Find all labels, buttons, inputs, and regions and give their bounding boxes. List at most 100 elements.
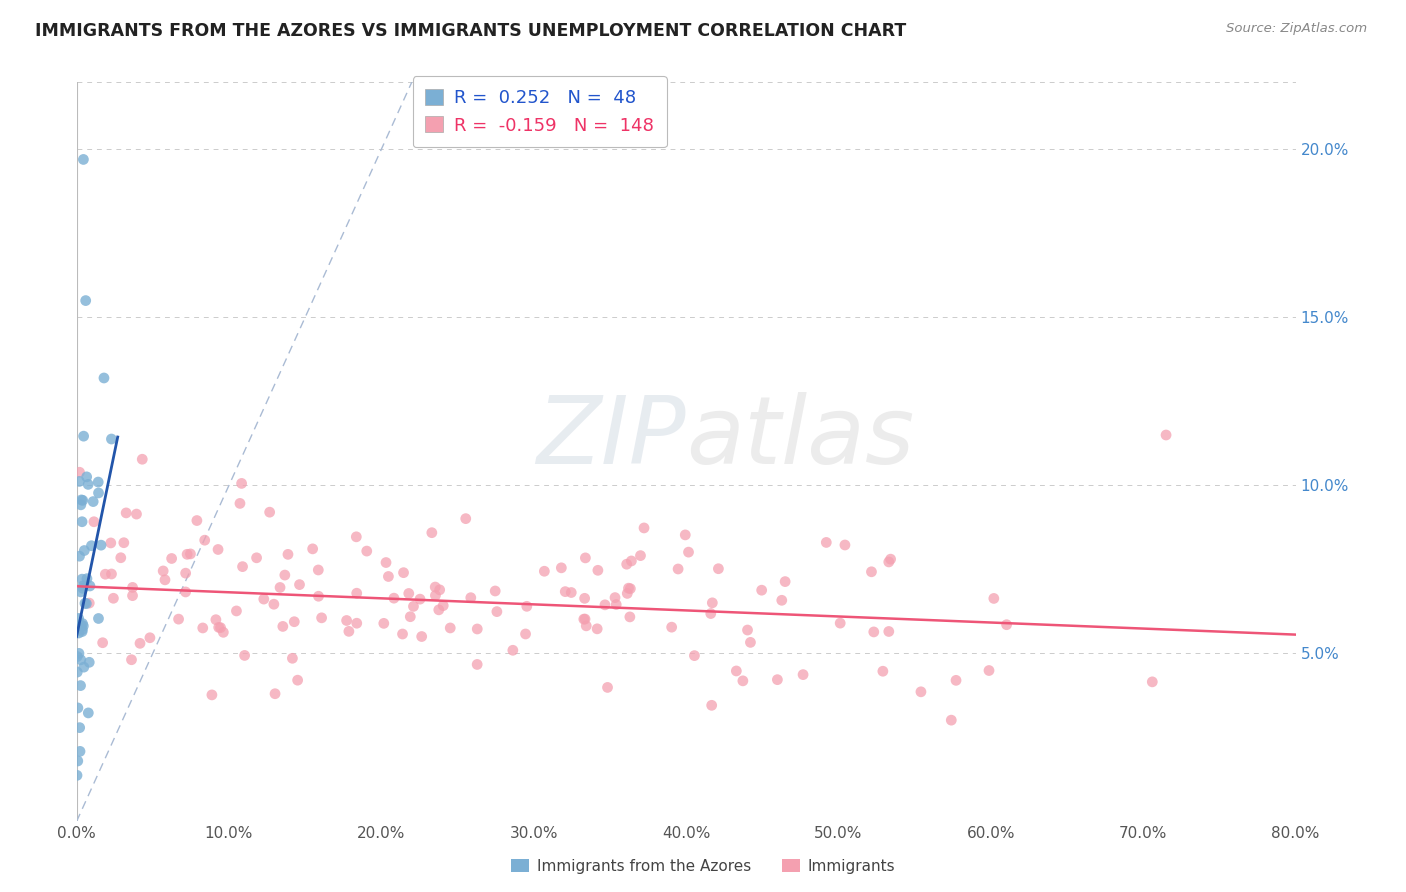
Point bbox=[73, 660, 96, 674]
Point bbox=[617, 581, 640, 595]
Point bbox=[75, 597, 97, 611]
Point bbox=[77, 706, 100, 720]
Point bbox=[72, 619, 94, 633]
Point bbox=[484, 584, 506, 599]
Point bbox=[574, 612, 596, 626]
Point bbox=[70, 572, 93, 586]
Point bbox=[346, 616, 368, 631]
Point bbox=[485, 605, 508, 619]
Point bbox=[409, 592, 432, 607]
Point bbox=[983, 591, 1005, 606]
Point bbox=[283, 615, 305, 629]
Point bbox=[737, 623, 759, 637]
Point bbox=[72, 429, 94, 443]
Point bbox=[420, 525, 443, 540]
Point bbox=[392, 566, 415, 580]
Point bbox=[550, 561, 572, 575]
Point bbox=[465, 657, 488, 672]
Point bbox=[375, 556, 398, 570]
Point bbox=[281, 651, 304, 665]
Point bbox=[121, 653, 143, 667]
Point bbox=[619, 582, 641, 596]
Point bbox=[66, 701, 89, 715]
Point bbox=[70, 624, 93, 639]
Point bbox=[93, 371, 115, 385]
Point bbox=[872, 665, 894, 679]
Point bbox=[176, 547, 198, 561]
Point bbox=[201, 688, 224, 702]
Point bbox=[995, 617, 1018, 632]
Point bbox=[100, 432, 122, 446]
Point bbox=[288, 577, 311, 591]
Point bbox=[725, 664, 748, 678]
Point bbox=[75, 293, 97, 308]
Point bbox=[115, 506, 138, 520]
Point bbox=[399, 609, 422, 624]
Point bbox=[834, 538, 856, 552]
Point bbox=[586, 622, 609, 636]
Point bbox=[382, 591, 405, 606]
Point bbox=[700, 698, 723, 713]
Point bbox=[586, 563, 609, 577]
Point bbox=[76, 470, 98, 484]
Point bbox=[121, 589, 143, 603]
Point bbox=[77, 655, 100, 669]
Point bbox=[465, 622, 488, 636]
Point bbox=[773, 574, 796, 589]
Point bbox=[66, 754, 89, 768]
Point bbox=[425, 589, 447, 603]
Point bbox=[160, 551, 183, 566]
Point bbox=[72, 623, 94, 637]
Point bbox=[377, 569, 399, 583]
Point bbox=[460, 591, 482, 605]
Point bbox=[69, 465, 91, 479]
Point bbox=[707, 562, 730, 576]
Point bbox=[153, 573, 176, 587]
Point bbox=[877, 624, 900, 639]
Point bbox=[110, 550, 132, 565]
Point bbox=[94, 567, 117, 582]
Point bbox=[73, 543, 96, 558]
Point bbox=[633, 521, 655, 535]
Point bbox=[673, 528, 696, 542]
Text: ZIP: ZIP bbox=[537, 392, 686, 483]
Point bbox=[307, 563, 329, 577]
Point bbox=[411, 630, 433, 644]
Point bbox=[233, 648, 256, 663]
Point bbox=[287, 673, 309, 688]
Point bbox=[76, 572, 98, 586]
Point bbox=[862, 624, 884, 639]
Point bbox=[232, 559, 254, 574]
Point bbox=[815, 535, 838, 549]
Legend: R =  0.252   N =  48, R =  -0.159   N =  148: R = 0.252 N = 48, R = -0.159 N = 148 bbox=[413, 77, 666, 147]
Point bbox=[91, 636, 114, 650]
Point bbox=[619, 610, 641, 624]
Point bbox=[67, 646, 90, 660]
Point bbox=[616, 558, 638, 572]
Point bbox=[515, 627, 537, 641]
Point bbox=[575, 619, 598, 633]
Point bbox=[264, 687, 287, 701]
Point bbox=[69, 585, 91, 599]
Point bbox=[678, 545, 700, 559]
Point bbox=[207, 542, 229, 557]
Point bbox=[1154, 428, 1177, 442]
Point bbox=[69, 721, 91, 735]
Text: atlas: atlas bbox=[686, 392, 914, 483]
Text: IMMIGRANTS FROM THE AZORES VS IMMIGRANTS UNEMPLOYMENT CORRELATION CHART: IMMIGRANTS FROM THE AZORES VS IMMIGRANTS… bbox=[35, 22, 907, 40]
Point bbox=[860, 565, 883, 579]
Point bbox=[630, 549, 652, 563]
Point bbox=[941, 713, 963, 727]
Point bbox=[208, 620, 231, 634]
Point bbox=[70, 515, 93, 529]
Point bbox=[67, 626, 90, 640]
Point bbox=[72, 582, 94, 596]
Point bbox=[121, 581, 143, 595]
Point bbox=[702, 596, 724, 610]
Point bbox=[910, 685, 932, 699]
Point bbox=[80, 539, 103, 553]
Point bbox=[179, 547, 201, 561]
Point bbox=[82, 494, 104, 508]
Point bbox=[502, 643, 524, 657]
Point bbox=[83, 515, 105, 529]
